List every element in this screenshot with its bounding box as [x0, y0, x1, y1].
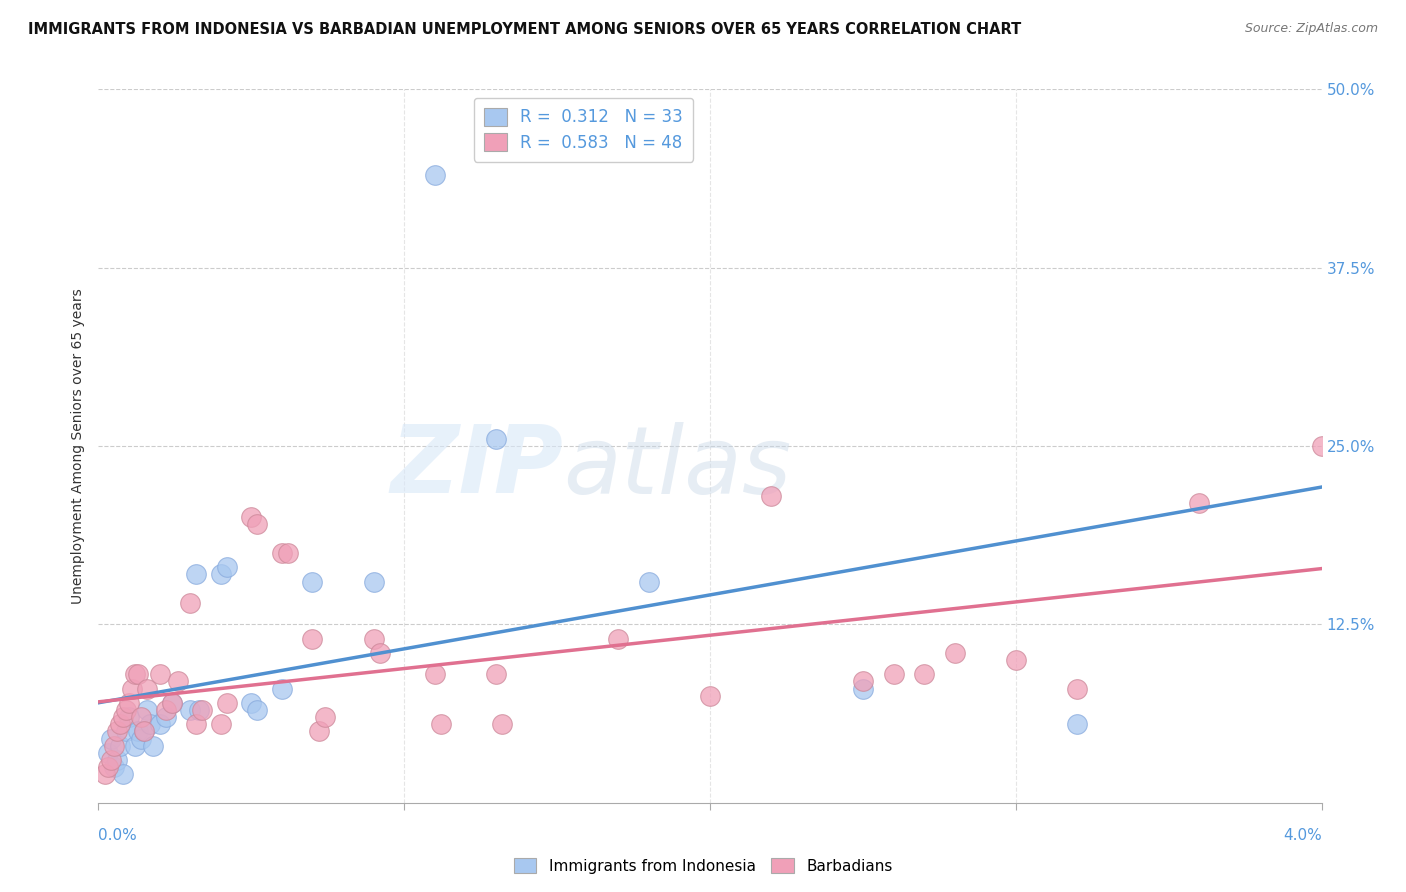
Point	[699, 689, 721, 703]
Point	[246, 703, 269, 717]
Point	[246, 517, 269, 532]
Point	[363, 574, 385, 589]
Point	[139, 717, 162, 731]
Point	[105, 753, 128, 767]
Point	[105, 724, 128, 739]
Point	[115, 703, 138, 717]
Point	[100, 753, 122, 767]
Point	[179, 703, 201, 717]
Point	[943, 646, 966, 660]
Point	[129, 731, 152, 746]
Text: atlas: atlas	[564, 422, 792, 513]
Text: 0.0%: 0.0%	[98, 828, 138, 843]
Point	[103, 739, 125, 753]
Point	[108, 717, 131, 731]
Point	[363, 632, 385, 646]
Point	[136, 681, 159, 696]
Point	[124, 739, 146, 753]
Point	[136, 703, 159, 717]
Point	[97, 746, 120, 760]
Point	[301, 632, 323, 646]
Point	[485, 432, 508, 446]
Point	[423, 168, 446, 182]
Y-axis label: Unemployment Among Seniors over 65 years: Unemployment Among Seniors over 65 years	[72, 288, 86, 604]
Point	[186, 717, 208, 731]
Point	[160, 696, 183, 710]
Point	[160, 696, 183, 710]
Point	[215, 560, 238, 574]
Point	[277, 546, 299, 560]
Point	[423, 667, 446, 681]
Point	[270, 681, 294, 696]
Point	[155, 703, 177, 717]
Point	[129, 710, 152, 724]
Point	[1188, 496, 1211, 510]
Text: IMMIGRANTS FROM INDONESIA VS BARBADIAN UNEMPLOYMENT AMONG SENIORS OVER 65 YEARS : IMMIGRANTS FROM INDONESIA VS BARBADIAN U…	[28, 22, 1021, 37]
Point	[108, 739, 131, 753]
Point	[209, 717, 232, 731]
Point	[1066, 681, 1088, 696]
Point	[270, 546, 294, 560]
Text: Source: ZipAtlas.com: Source: ZipAtlas.com	[1244, 22, 1378, 36]
Point	[93, 767, 115, 781]
Point	[1004, 653, 1026, 667]
Point	[607, 632, 630, 646]
Text: 4.0%: 4.0%	[1282, 828, 1322, 843]
Point	[179, 596, 201, 610]
Point	[121, 681, 143, 696]
Point	[167, 674, 190, 689]
Point	[637, 574, 661, 589]
Point	[240, 510, 263, 524]
Point	[127, 667, 149, 681]
Point	[240, 696, 263, 710]
Point	[188, 703, 211, 717]
Point	[301, 574, 323, 589]
Point	[134, 724, 156, 739]
Point	[149, 667, 172, 681]
Point	[97, 760, 120, 774]
Point	[134, 724, 156, 739]
Point	[149, 717, 172, 731]
Point	[1310, 439, 1333, 453]
Point	[209, 567, 232, 582]
Point	[759, 489, 782, 503]
Point	[491, 717, 513, 731]
Point	[111, 710, 134, 724]
Point	[124, 667, 146, 681]
Point	[127, 724, 149, 739]
Point	[111, 767, 134, 781]
Point	[485, 667, 508, 681]
Legend: R =  0.312   N = 33, R =  0.583   N = 48: R = 0.312 N = 33, R = 0.583 N = 48	[474, 97, 693, 161]
Point	[912, 667, 935, 681]
Point	[883, 667, 905, 681]
Point	[852, 674, 875, 689]
Point	[118, 710, 141, 724]
Point	[103, 760, 125, 774]
Point	[308, 724, 330, 739]
Point	[368, 646, 391, 660]
Point	[191, 703, 214, 717]
Point	[155, 710, 177, 724]
Point	[852, 681, 875, 696]
Point	[115, 724, 138, 739]
Point	[186, 567, 208, 582]
Point	[314, 710, 336, 724]
Point	[215, 696, 238, 710]
Point	[118, 696, 141, 710]
Point	[430, 717, 453, 731]
Point	[1066, 717, 1088, 731]
Text: ZIP: ZIP	[391, 421, 564, 514]
Point	[100, 731, 122, 746]
Legend: Immigrants from Indonesia, Barbadians: Immigrants from Indonesia, Barbadians	[508, 852, 898, 880]
Point	[142, 739, 165, 753]
